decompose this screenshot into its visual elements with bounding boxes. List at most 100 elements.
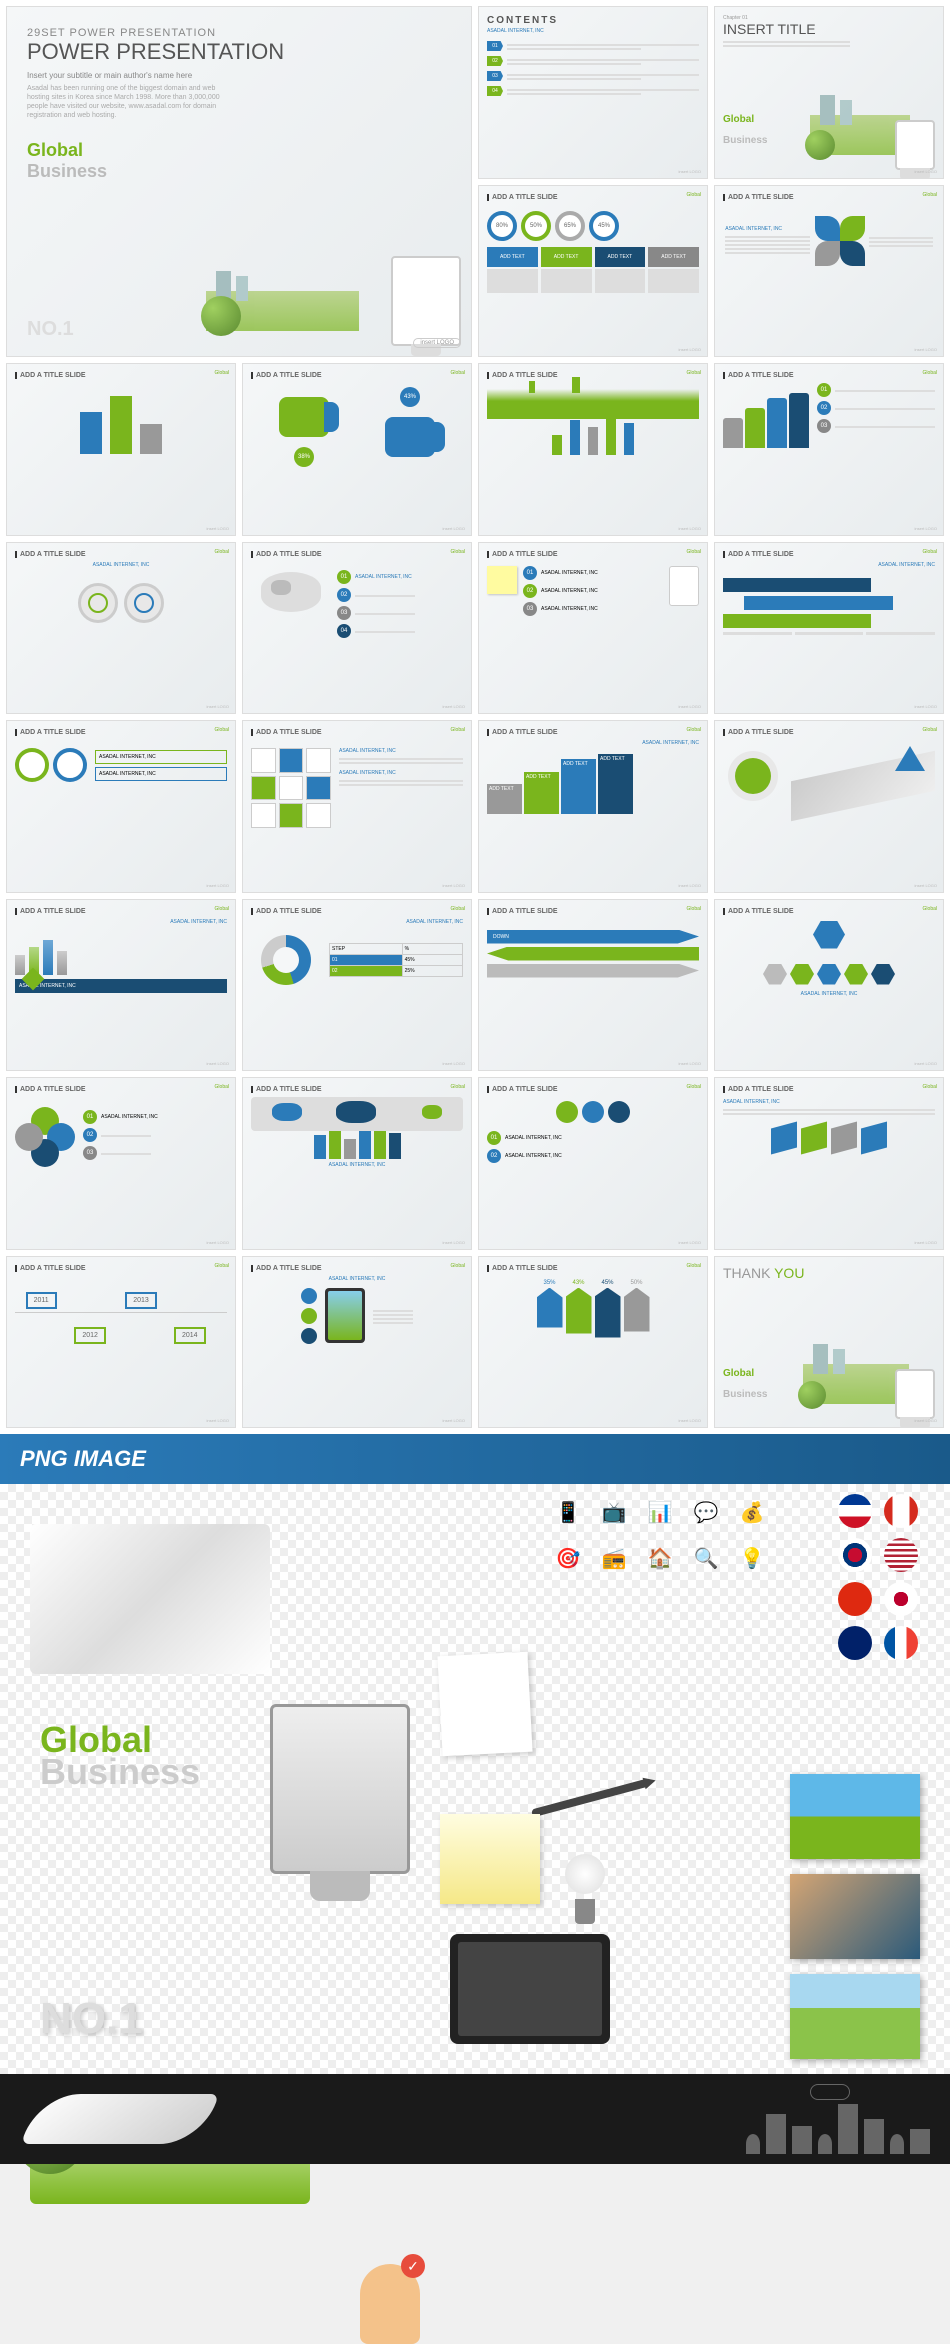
hexes-slide: ADD A TITLE SLIDE Global ASADAL INTERNET… (714, 899, 944, 1072)
insert-title: INSERT TITLE (723, 21, 935, 37)
sticky-note (487, 566, 517, 594)
folded-arrow-diagram (723, 578, 935, 628)
world-slide: ADD A TITLE SLIDE Global 01ASADAL INTERN… (242, 542, 472, 715)
pencil-asset (531, 1779, 649, 1818)
lego-slide: ADD A TITLE SLIDE Global 01 02 03 insert… (714, 363, 944, 536)
asset-icon: 🔍 (688, 1540, 724, 1576)
percent-circles: 80% 50% 65% 45% (487, 211, 699, 241)
png-body: 📱 📺 📊 💬 💰 🎯 📻 🏠 🔍 💡 GlobalBusiness NO.1 (0, 1484, 950, 2164)
timeline-slide: ADD A TITLE SLIDE Global 2011 2012 2013 … (6, 1256, 236, 1429)
lego-chart (723, 393, 809, 448)
png-header: PNG IMAGE (0, 1434, 950, 1484)
skyline-slide: ADD A TITLE SLIDE Global insert LOGO (478, 363, 708, 536)
photo-car (790, 1774, 920, 1859)
donut-chart (261, 935, 311, 985)
text-blocks: ADD TEXTADD TEXT ADD TEXTADD TEXT (487, 247, 699, 267)
city-silhouette (746, 2104, 930, 2154)
flag-icon (838, 1538, 872, 1572)
asset-icon: 💡 (734, 1540, 770, 1576)
no1-asset: NO.1 (40, 1994, 143, 2044)
flag-icon (884, 1494, 918, 1528)
flag-icon (884, 1626, 918, 1660)
stepped-slide: ADD A TITLE SLIDE Global ASADAL INTERNET… (478, 720, 708, 893)
paper-asset (437, 1652, 532, 1757)
thank-you: THANK YOU (723, 1265, 935, 1281)
sticky-asset (440, 1814, 540, 1904)
pinwheel-diagram (815, 216, 865, 266)
asset-icon: 📱 (550, 1494, 586, 1530)
thankyou-slide: THANK YOU GlobalBusiness insert LOGO (714, 1256, 944, 1429)
photo-handshake (790, 1874, 920, 1959)
photo-field (790, 1974, 920, 2059)
flag-column (838, 1494, 920, 1660)
hand-check-asset (360, 2264, 420, 2344)
cubes-slide: ADD A TITLE SLIDE Global ASADAL INTERNET… (714, 1077, 944, 1250)
sticky-slide: ADD A TITLE SLIDE Global 01ASADAL INTERN… (478, 542, 708, 715)
logo-badge: insert LOGO (413, 338, 461, 348)
big-monitor (270, 1704, 410, 1874)
black-strip (0, 2074, 950, 2164)
scroll-icon (669, 566, 699, 606)
barsstep-slide: ADD A TITLE SLIDE Global ASADAL INTERNET… (6, 899, 236, 1072)
gears-diagram (15, 583, 227, 623)
slides-grid: 29SET POWER PRESENTATION POWER PRESENTAT… (0, 0, 950, 1434)
contents-title: CONTENTS (487, 15, 699, 26)
matrix-grid (251, 748, 331, 828)
hero-sub: Insert your subtitle or main author's na… (27, 71, 451, 80)
bulb-asset (560, 1854, 610, 1924)
ribbon-slide: ADD A TITLE SLIDE Global DOWN insert LOG… (478, 899, 708, 1072)
global-logo: GlobalBusiness (40, 1724, 200, 1789)
swoosh-shape (21, 2094, 219, 2144)
hero-slide: 29SET POWER PRESENTATION POWER PRESENTAT… (6, 6, 472, 357)
tablet-device (325, 1288, 365, 1343)
monitor-icon (391, 256, 461, 346)
city-skyline (487, 389, 699, 419)
clover-slide: ADD A TITLE SLIDE Global 01ASADAL INTERN… (6, 1077, 236, 1250)
gears-slide: ADD A TITLE SLIDE Global ASADAL INTERNET… (6, 542, 236, 715)
asset-icon: 🎯 (550, 1540, 586, 1576)
asset-icon: 📺 (596, 1494, 632, 1530)
asset-icon: 💰 (734, 1494, 770, 1530)
circles3-slide: ADD A TITLE SLIDE Global ASADAL INTERNET… (6, 720, 236, 893)
globe-icon (201, 296, 241, 336)
minigears-slide: ADD A TITLE SLIDE Global 01ASADAL INTERN… (478, 1077, 708, 1250)
cubes-row (723, 1125, 935, 1151)
thumbs-slide: ADD A TITLE SLIDE Global 38% 43% insert … (242, 363, 472, 536)
arrowup-slide: ADD A TITLE SLIDE Global insert LOGO (714, 720, 944, 893)
flag-icon (884, 1538, 918, 1572)
hero-sup: 29SET POWER PRESENTATION (27, 27, 451, 39)
hero-desc: Asadal has been running one of the bigge… (27, 84, 239, 120)
folded-slide: ADD A TITLE SLIDE Global ASADAL INTERNET… (714, 542, 944, 715)
contents-slide: CONTENTS ASADAL INTERNET, INC 01 02 03 0… (478, 6, 708, 179)
hero-graphic (206, 137, 461, 346)
worldmap-slide: ADD A TITLE SLIDE Global ASADAL INTERNET… (242, 1077, 472, 1250)
insert-title-slide: Chapter 01 INSERT TITLE GlobalBusiness i… (714, 6, 944, 179)
hexagon-row (723, 964, 935, 985)
asset-icon: 💬 (688, 1494, 724, 1530)
asset-icon: 📻 (596, 1540, 632, 1576)
grid9-slide: ADD A TITLE SLIDE Global ASADAL INTERNET… (242, 720, 472, 893)
clover-diagram (15, 1107, 75, 1167)
tablet-slide: ADD A TITLE SLIDE Global ASADAL INTERNET… (242, 1256, 472, 1429)
flag-icon (884, 1582, 918, 1616)
flag-icon (838, 1626, 872, 1660)
icon-grid: 📱 📺 📊 💬 💰 🎯 📻 🏠 🔍 💡 (550, 1494, 770, 1576)
bars3d-slide: ADD A TITLE SLIDE Global insert LOGO (6, 363, 236, 536)
no1-text: NO.1 (27, 318, 74, 341)
contents-list: 01 02 03 04 (487, 40, 699, 97)
bar-chart (15, 394, 227, 454)
flag-icon (838, 1582, 872, 1616)
asset-icon: 📊 (642, 1494, 678, 1530)
hands-slide: ADD A TITLE SLIDE Global ASADAL INTERNET… (714, 185, 944, 358)
circles-slide: ADD A TITLE SLIDE Global 80% 50% 65% 45%… (478, 185, 708, 358)
ribbon-arrows: DOWN (487, 930, 699, 978)
shimmer-card (30, 1524, 270, 1674)
donut-slide: ADD A TITLE SLIDE Global ASADAL INTERNET… (242, 899, 472, 1072)
hero-title: POWER PRESENTATION (27, 39, 451, 65)
world-graphic (261, 572, 321, 612)
house-slide: ADD A TITLE SLIDE Global 35% 43% 45% 50%… (478, 1256, 708, 1429)
asset-icon: 🏠 (642, 1540, 678, 1576)
tablet-asset (450, 1934, 610, 2044)
flag-icon (838, 1494, 872, 1528)
png-section: PNG IMAGE 📱 📺 📊 💬 💰 🎯 📻 🏠 🔍 💡 GlobalBusiness NO.1 (0, 1434, 950, 2164)
